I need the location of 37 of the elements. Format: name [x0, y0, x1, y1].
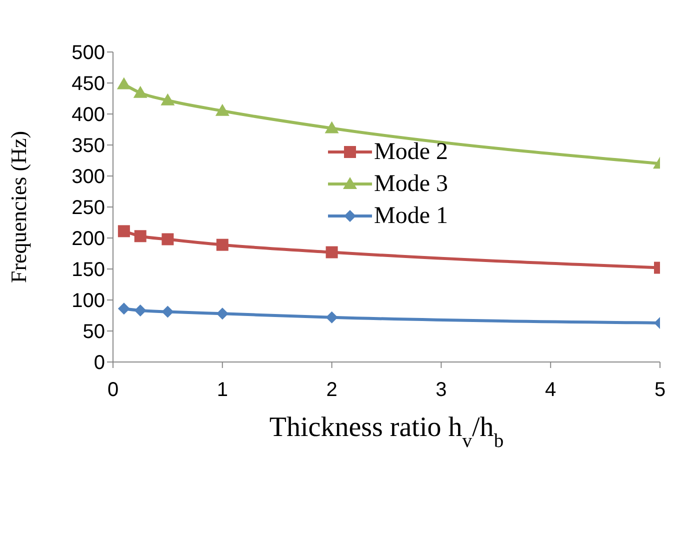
- point: [326, 311, 338, 324]
- x-tick-label: 5: [654, 379, 666, 402]
- y-tick-label: 150: [72, 259, 105, 282]
- y-tick-label: 50: [82, 321, 105, 344]
- point: [216, 238, 228, 251]
- point: [162, 306, 174, 318]
- point: [134, 304, 146, 317]
- y-axis-title: Frequencies (Hz): [6, 130, 31, 284]
- y-tick-label: 300: [72, 166, 105, 188]
- point: [118, 225, 130, 238]
- y-tick-label: 500: [72, 42, 105, 64]
- y-tick-label: 250: [72, 197, 105, 220]
- y-tick-label: 100: [72, 290, 105, 312]
- y-tick-label: 350: [72, 135, 105, 158]
- y-tick-label: 400: [72, 104, 105, 126]
- point: [215, 104, 230, 116]
- y-tick-label: 0: [94, 352, 105, 374]
- x-tick-label: 3: [436, 379, 447, 402]
- legend-label: Mode 2: [374, 138, 448, 166]
- x-tick-label: 1: [216, 379, 228, 402]
- x-tick-label: 2: [326, 379, 338, 402]
- point: [134, 230, 146, 242]
- point: [133, 86, 148, 98]
- point: [162, 233, 174, 246]
- x-tick-label: 0: [107, 379, 119, 402]
- point: [216, 308, 228, 320]
- x-axis-title: Thickness ratio h$_{v}$/h$_{b}$: [269, 412, 504, 452]
- legend-label: Mode 1: [374, 202, 448, 230]
- point: [118, 302, 130, 315]
- point: [324, 121, 339, 134]
- legend-label: Mode 3: [374, 170, 448, 198]
- point: [326, 246, 338, 258]
- point: [160, 93, 175, 106]
- y-tick-label: 450: [72, 73, 105, 96]
- y-tick-label: 200: [72, 228, 105, 250]
- point: [116, 77, 131, 90]
- x-tick-label: 4: [545, 379, 556, 402]
